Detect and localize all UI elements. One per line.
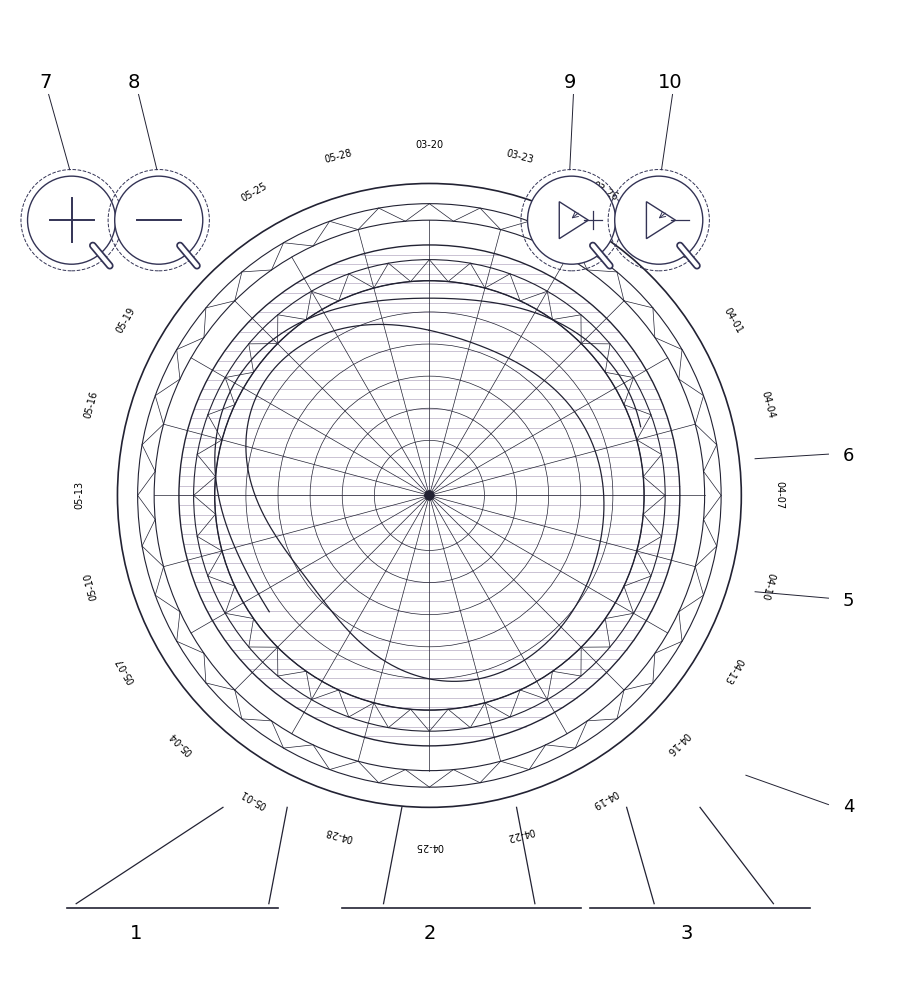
Text: 05-01: 05-01 <box>239 788 269 810</box>
Text: 04-25: 04-25 <box>415 841 444 851</box>
Text: 4: 4 <box>843 798 855 816</box>
Text: 10: 10 <box>658 73 683 92</box>
Text: 03-29: 03-29 <box>664 234 690 261</box>
Text: 04-13: 04-13 <box>722 656 744 685</box>
Text: 04-01: 04-01 <box>722 306 744 335</box>
Text: 04-10: 04-10 <box>760 571 776 601</box>
Text: 05-22: 05-22 <box>168 234 195 261</box>
Text: 6: 6 <box>843 447 855 465</box>
Text: 05-19: 05-19 <box>114 306 138 335</box>
Text: 03-23: 03-23 <box>505 148 535 165</box>
Text: 8: 8 <box>127 73 140 92</box>
Text: 1: 1 <box>129 924 142 943</box>
Circle shape <box>615 176 702 264</box>
Circle shape <box>528 176 616 264</box>
Text: 05-10: 05-10 <box>82 571 100 601</box>
Text: 9: 9 <box>564 73 576 92</box>
Text: 04-04: 04-04 <box>760 390 776 420</box>
Text: 05-07: 05-07 <box>114 656 138 685</box>
Text: 3: 3 <box>680 924 692 943</box>
Text: 04-19: 04-19 <box>590 788 619 810</box>
Text: 04-07: 04-07 <box>774 481 785 509</box>
Text: 05-16: 05-16 <box>82 390 100 420</box>
Text: 5: 5 <box>843 592 855 610</box>
Text: 2: 2 <box>424 924 436 943</box>
Circle shape <box>28 176 115 264</box>
Text: 05-28: 05-28 <box>324 148 354 165</box>
Text: 03-20: 03-20 <box>415 140 443 150</box>
Text: 7: 7 <box>40 73 52 92</box>
Text: 05-13: 05-13 <box>74 481 84 509</box>
Text: 05-25: 05-25 <box>239 180 269 203</box>
Text: 04-16: 04-16 <box>664 730 690 757</box>
Circle shape <box>114 176 203 264</box>
Text: 03-26: 03-26 <box>590 181 619 203</box>
Circle shape <box>425 491 434 500</box>
Text: 05-04: 05-04 <box>168 730 195 757</box>
Text: 04-22: 04-22 <box>505 825 535 842</box>
Text: 04-28: 04-28 <box>324 825 354 842</box>
